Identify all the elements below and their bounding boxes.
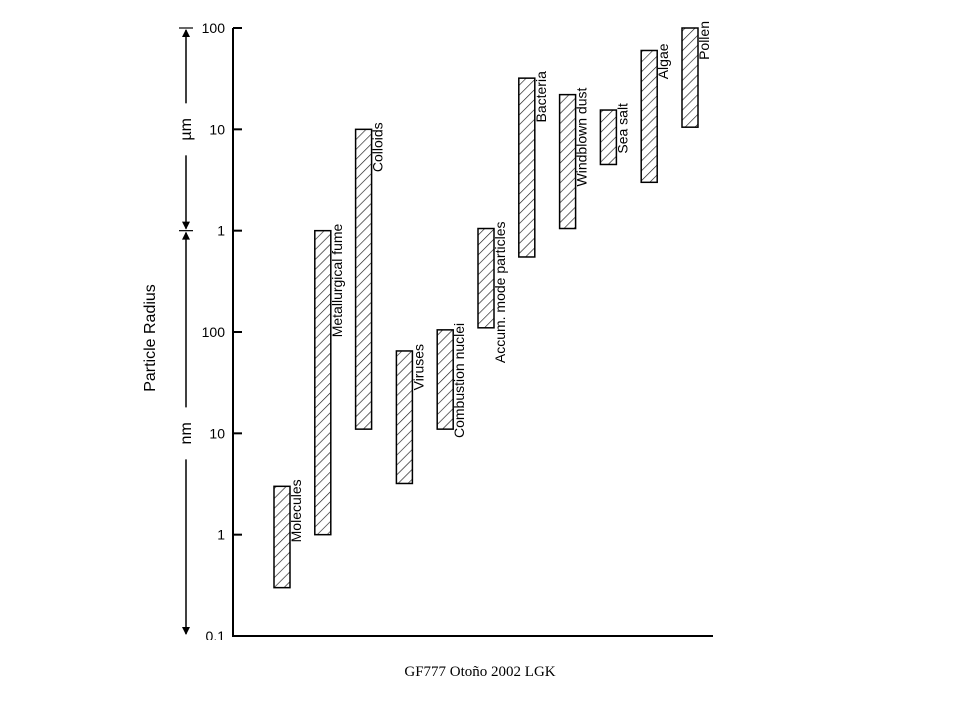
y-tick-label: 0.1 xyxy=(206,628,226,640)
y-tick-label: 100 xyxy=(202,20,226,36)
category-label: Combustion nuclei xyxy=(451,323,467,438)
range-bar xyxy=(477,227,495,329)
category-label: Colloids xyxy=(370,122,386,172)
unit-label: µm xyxy=(178,118,195,141)
category-label: Windblown dust xyxy=(574,88,590,187)
category-label: Viruses xyxy=(410,344,426,390)
y-tick-label: 10 xyxy=(209,425,225,441)
y-axis-label: Particle Radius xyxy=(142,284,159,392)
range-bar xyxy=(558,93,577,230)
y-tick-label: 10 xyxy=(209,121,225,137)
particle-radius-chart: 0.1 1 10 100 1 10 100 nm µm Particle Radius Mol… xyxy=(142,20,713,640)
unit-arrow-down xyxy=(182,627,190,635)
category-label: Pollen xyxy=(696,21,712,60)
unit-range-0: nm xyxy=(178,230,195,635)
range-bar xyxy=(436,329,454,430)
range-bar xyxy=(599,109,618,166)
category-label: Accum. mode particles xyxy=(492,222,508,364)
category-label: Sea salt xyxy=(614,103,630,154)
unit-label: nm xyxy=(178,422,195,444)
unit-range-1: µm xyxy=(178,27,195,230)
category-label: Bacteria xyxy=(533,71,549,123)
range-bar xyxy=(273,485,291,589)
y-tick-label: 100 xyxy=(202,324,226,340)
range-bar xyxy=(518,77,536,258)
footer-caption: GF777 Otoño 2002 LGK xyxy=(404,664,556,680)
range-bar xyxy=(681,27,699,128)
category-label: Algae xyxy=(655,43,671,79)
range-bar xyxy=(354,128,373,430)
unit-arrow-up xyxy=(182,29,190,37)
range-bar xyxy=(640,49,658,184)
unit-arrow-up xyxy=(182,231,190,240)
category-label: Molecules xyxy=(288,479,304,542)
y-tick-label: 1 xyxy=(217,223,225,239)
y-tick-label: 1 xyxy=(217,527,225,543)
range-bar xyxy=(395,350,414,485)
category-label: Metallurgical fume xyxy=(329,223,345,337)
range-bar xyxy=(314,229,332,536)
unit-arrow-down xyxy=(182,221,190,230)
